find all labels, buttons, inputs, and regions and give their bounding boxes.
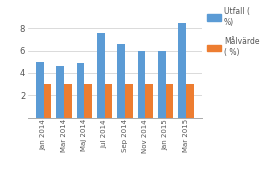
Bar bbox=[97, 33, 105, 118]
Bar bbox=[117, 44, 125, 118]
Bar bbox=[125, 84, 133, 118]
Bar bbox=[186, 84, 194, 118]
Bar bbox=[56, 66, 64, 118]
Bar bbox=[36, 62, 44, 118]
Bar bbox=[137, 51, 145, 118]
Bar bbox=[105, 84, 112, 118]
Bar bbox=[84, 84, 92, 118]
Bar bbox=[76, 63, 84, 118]
Bar bbox=[44, 84, 51, 118]
Bar bbox=[158, 51, 166, 118]
Bar bbox=[145, 84, 153, 118]
Legend: Utfall (
%), Målvärde
( %): Utfall ( %), Målvärde ( %) bbox=[207, 7, 260, 57]
Bar bbox=[166, 84, 173, 118]
Bar bbox=[178, 22, 186, 118]
Bar bbox=[64, 84, 72, 118]
